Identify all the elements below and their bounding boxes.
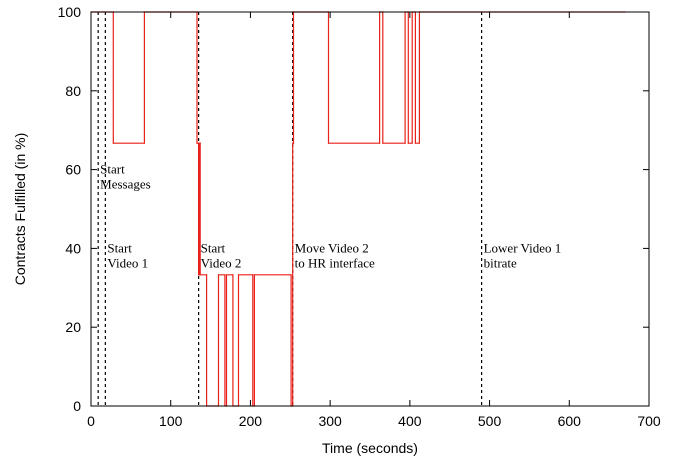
series-line: [91, 11, 626, 407]
data-point: [237, 274, 240, 276]
data-point: [327, 142, 330, 144]
y-tick-label: 20: [65, 319, 81, 335]
event-annotation: Start: [107, 240, 132, 255]
x-tick-label: 400: [398, 413, 422, 429]
x-tick-label: 100: [159, 413, 183, 429]
x-tick-label: 200: [239, 413, 263, 429]
data-point: [382, 142, 384, 144]
event-annotation: Start: [201, 240, 226, 255]
event-annotation: Video 2: [201, 255, 242, 270]
x-tick-label: 500: [478, 413, 502, 429]
x-tick-label: 0: [87, 413, 95, 429]
y-tick-label: 60: [65, 162, 81, 178]
y-tick-label: 100: [58, 4, 82, 20]
data-point: [407, 142, 409, 144]
data-point: [252, 274, 254, 276]
x-tick-label: 700: [637, 413, 661, 429]
axis-ticks: 0 100 200 300 400 500 600 700 0 20 40 60 80 100: [58, 4, 661, 429]
event-annotation: Video 1: [107, 255, 148, 270]
data-point: [404, 142, 406, 144]
plot-frame: [90, 11, 650, 407]
data-point: [292, 142, 295, 144]
event-annotation: Start: [100, 162, 125, 177]
event-annotation: Move Video 2: [295, 240, 369, 255]
data-point: [112, 142, 114, 144]
series-layer: [90, 11, 626, 407]
y-tick-label: 80: [65, 83, 81, 99]
data-point: [143, 142, 145, 144]
event-annotation: bitrate: [484, 255, 517, 270]
event-annotation: Messages: [100, 177, 151, 192]
data-point: [232, 274, 234, 276]
x-tick-label: 300: [318, 413, 342, 429]
data-point: [199, 274, 201, 276]
data-point: [196, 142, 198, 144]
x-axis-title: Time (seconds): [322, 440, 418, 456]
data-point: [199, 142, 201, 144]
data-point: [411, 142, 413, 144]
data-point: [206, 274, 208, 276]
data-point: [418, 142, 420, 144]
y-tick-label: 0: [73, 398, 81, 414]
x-tick-label: 600: [558, 413, 582, 429]
data-point: [290, 274, 292, 276]
data-point: [224, 274, 226, 276]
event-annotation: to HR interface: [295, 255, 375, 270]
event-annotation: Lower Video 1: [484, 240, 562, 255]
y-tick-label: 40: [65, 240, 81, 256]
data-point: [379, 142, 381, 144]
y-axis-title: Contracts Fulfilled (in %): [12, 133, 28, 286]
data-point: [225, 274, 228, 276]
data-point: [253, 274, 255, 276]
data-point: [217, 274, 220, 276]
data-point: [414, 142, 416, 144]
